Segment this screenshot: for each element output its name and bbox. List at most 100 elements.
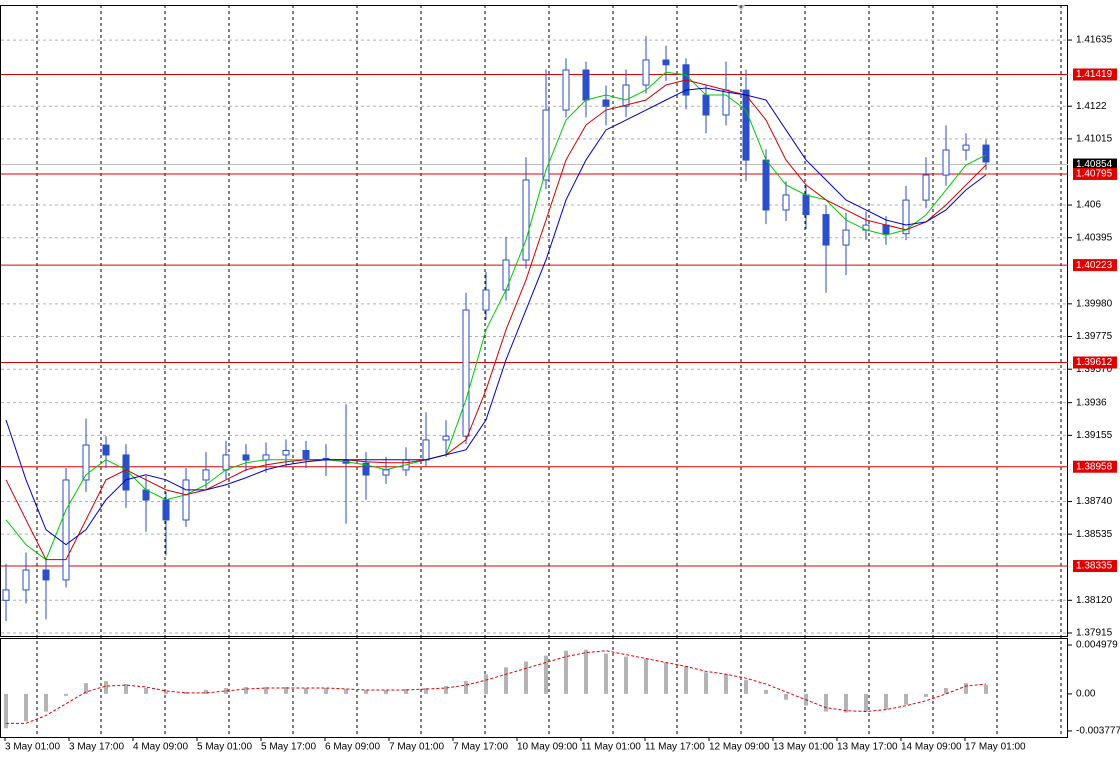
level-box (1073, 259, 1117, 272)
histogram-bar (164, 691, 168, 694)
candle-body (602, 99, 610, 107)
histogram-bar (424, 688, 428, 694)
candle-body (2, 589, 10, 601)
candle-body (162, 499, 170, 521)
histogram-bar (724, 674, 728, 694)
histogram-bar (124, 684, 128, 694)
y-tick-label: 1.41635 (1076, 35, 1113, 46)
candle-body (42, 569, 50, 581)
moving-average (5, 87, 987, 546)
histogram-bar (444, 686, 448, 694)
candle-body (822, 214, 830, 246)
x-tick-label: 11 May 01:00 (581, 742, 641, 753)
level-box (1073, 356, 1117, 369)
candle-body (442, 435, 450, 441)
candle-body (882, 224, 890, 235)
candle-body (222, 454, 230, 471)
histogram-bar (324, 688, 328, 694)
y-tick-label: 1.406 (1076, 200, 1101, 211)
histogram-bar (784, 693, 788, 700)
histogram-bar (544, 655, 548, 694)
candle-body (662, 59, 670, 66)
moving-average (5, 79, 987, 561)
histogram-bar (264, 687, 268, 694)
level-label: 1.39612 (1076, 357, 1113, 368)
candle-body (802, 194, 810, 216)
level-label: 1.40795 (1076, 169, 1113, 180)
histogram-bar (344, 688, 348, 694)
candle-body (522, 179, 530, 261)
histogram-bar (184, 691, 188, 694)
y-tick-label: 1.38120 (1076, 595, 1113, 606)
x-tick-label: 3 May 01:00 (5, 742, 60, 753)
histogram-bar (584, 649, 588, 694)
histogram-bar (924, 693, 928, 697)
histogram-bar (4, 693, 8, 729)
candle-body (762, 159, 770, 211)
histogram-bar (904, 693, 908, 705)
histogram-bar (44, 693, 48, 712)
candle-body (22, 569, 30, 591)
level-box (1073, 68, 1117, 81)
histogram-bar (984, 685, 988, 694)
histogram-bar (884, 693, 888, 710)
histogram-bar (704, 672, 708, 694)
level-label: 1.41419 (1076, 69, 1113, 80)
candle-body (622, 84, 630, 107)
histogram-bar (24, 693, 28, 722)
histogram-bar (224, 688, 228, 694)
candle-body (382, 469, 390, 476)
level-label: 1.40223 (1076, 260, 1113, 271)
histogram-bar (944, 688, 948, 694)
histogram-bar (144, 688, 148, 694)
moving-average (5, 71, 987, 561)
candle-body (82, 444, 90, 481)
histogram-bar (364, 689, 368, 694)
histogram-bar (744, 680, 748, 694)
candle-body (642, 59, 650, 86)
candle-body (362, 462, 370, 476)
histogram-bar (644, 658, 648, 694)
histogram-bar (384, 689, 388, 694)
indicator-pane (0, 638, 1068, 738)
x-tick-label: 12 May 09:00 (709, 742, 770, 753)
x-tick-label: 14 May 09:00 (901, 742, 962, 753)
x-tick-label: 4 May 09:00 (133, 742, 188, 753)
x-tick-label: 7 May 01:00 (389, 742, 444, 753)
histogram-bar (624, 656, 628, 694)
histogram-bar (464, 681, 468, 694)
histogram-bar (564, 650, 568, 694)
candle-body (282, 449, 290, 456)
level-label: 1.38958 (1076, 461, 1113, 472)
y-tick-label: 1.39980 (1076, 298, 1113, 309)
candle-body (202, 469, 210, 481)
candle-body (942, 149, 950, 176)
histogram-bar (404, 688, 408, 694)
histogram-bar (504, 667, 508, 694)
indicator-y-tick-label: -0.003777 (1076, 726, 1120, 737)
x-tick-label: 5 May 01:00 (197, 742, 252, 753)
candle-body (182, 479, 190, 521)
candle-body (782, 194, 790, 211)
histogram-bar (64, 693, 68, 696)
histogram-bar (604, 653, 608, 694)
histogram-bar (84, 683, 88, 694)
candle-body (542, 109, 550, 181)
x-tick-label: 5 May 17:00 (261, 742, 316, 753)
histogram-bar (524, 661, 528, 694)
level-box (1073, 460, 1117, 473)
level-box (1073, 560, 1117, 573)
x-tick-label: 6 May 09:00 (325, 742, 380, 753)
x-tick-label: 11 May 17:00 (645, 742, 705, 753)
candle-body (462, 309, 470, 437)
candle-body (922, 174, 930, 201)
candle-body (842, 229, 850, 246)
y-tick-label: 1.40395 (1076, 232, 1113, 243)
candle-body (562, 69, 570, 111)
y-tick-label: 1.3936 (1076, 397, 1107, 408)
candle-body (982, 144, 990, 163)
candle-body (302, 449, 310, 459)
